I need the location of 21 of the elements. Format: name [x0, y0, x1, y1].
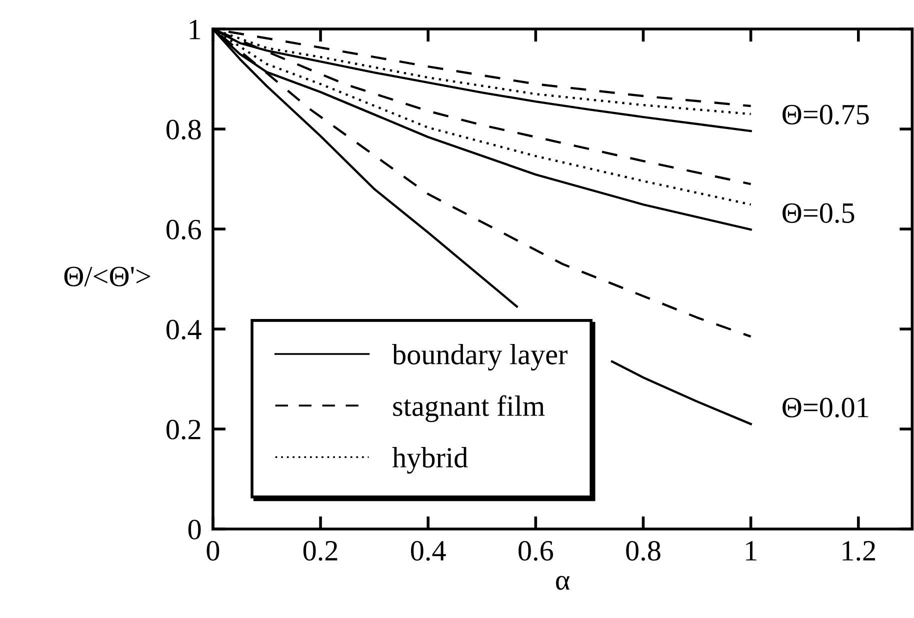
legend-label: hybrid — [392, 447, 468, 474]
x-tick-label: 0 — [206, 540, 220, 561]
x-tick-label: 1 — [746, 541, 756, 560]
y-tick-label: 0.6 — [166, 220, 201, 240]
annotation: Θ=0.75 — [782, 104, 869, 125]
legend-label: boundary layer — [392, 344, 568, 370]
y-axis-title: Θ/<Θ'> — [64, 266, 150, 286]
x-tick-label: 0.6 — [518, 540, 554, 561]
y-tick-label: 0.2 — [166, 420, 200, 440]
annotation: Θ=0.01 — [782, 398, 868, 418]
y-tick-label: 0.8 — [166, 120, 201, 140]
x-tick-label: 0.2 — [303, 540, 338, 561]
annotation: Θ=0.5 — [782, 203, 854, 224]
x-axis-title: α — [556, 576, 570, 590]
x-tick-label: 0.8 — [626, 540, 660, 561]
y-tick-label: 0 — [188, 520, 201, 540]
legend-label: stagnant film — [393, 395, 545, 422]
x-tick-label: 0.4 — [410, 540, 446, 561]
x-tick-label: 1.2 — [842, 541, 876, 561]
y-tick-label: 0.4 — [166, 320, 202, 340]
y-tick-label: 1 — [190, 20, 200, 40]
